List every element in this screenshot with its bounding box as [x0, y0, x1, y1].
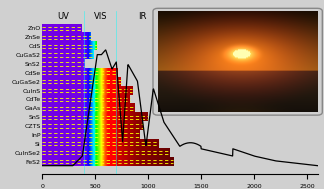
Text: UV: UV — [57, 12, 69, 21]
Text: IR: IR — [139, 12, 147, 21]
Text: VIS: VIS — [94, 12, 107, 21]
